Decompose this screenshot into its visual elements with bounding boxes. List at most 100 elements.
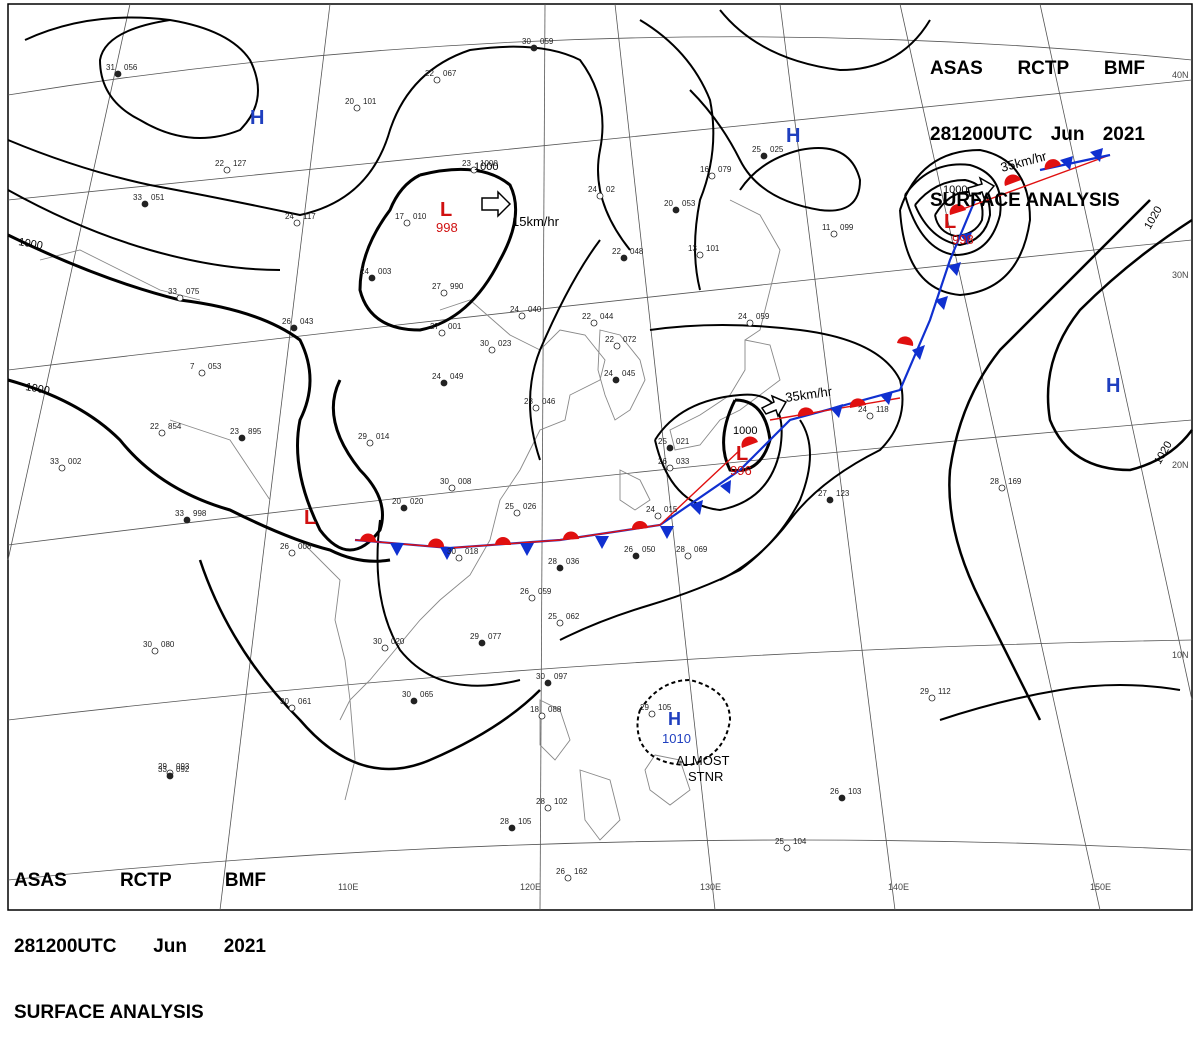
station-pressure: 033 [676,457,690,466]
station-pressure: 123 [836,489,850,498]
station-temp: 30 [373,637,382,646]
header-word: BMF [1103,58,1145,79]
station-plot: 24 059 [738,312,770,327]
station-plot: 25 026 [505,502,537,517]
station-circle [620,254,628,262]
station-temp: 29 [920,687,929,696]
station-pressure: 010 [413,212,427,221]
station-temp: 22 [582,312,591,321]
station-temp: 29 [470,632,479,641]
lon-label: 110E [338,882,358,892]
station-temp: 30 [447,547,456,556]
station-circle [518,312,526,320]
station-pressure: 895 [248,427,262,436]
station-pressure: 097 [554,672,568,681]
station-circle [198,369,206,377]
lat-label: 40N [1172,70,1189,80]
station-pressure: 053 [208,362,222,371]
station-plot: 25 062 [548,612,580,627]
station-pressure: 008 [458,477,472,486]
station-circle [353,104,361,112]
station-circle [176,294,184,302]
station-circle [532,404,540,412]
station-temp: 26 [280,542,289,551]
high-center-value: 1010 [662,731,691,746]
station-pressure: 072 [623,335,637,344]
station-circle [438,329,446,337]
lat-label: 30N [1172,270,1189,280]
station-plot: 24 003 [360,267,392,282]
station-circle [672,206,680,214]
station-plot: 13 101 [688,244,720,259]
station-temp: 18 [530,705,539,714]
station-pressure: 020 [391,637,405,646]
station-circle [400,504,408,512]
station-pressure: 101 [706,244,720,253]
lat-label: 10N [1172,650,1189,660]
motion-arrows [481,176,996,418]
station-temp: 28 [524,397,533,406]
station-plot: 24 045 [604,369,636,384]
station-circle [58,464,66,472]
station-plot: 30 023 [480,339,512,354]
station-circle [746,319,754,327]
station-plot: 26 059 [520,587,552,602]
station-circle [151,647,159,655]
station-plot: 28 105 [500,817,532,832]
station-temp: 24 [604,369,613,378]
header-word: ASAS [14,870,67,891]
station-plot: 30 008 [440,477,472,492]
station-pressure: 112 [938,687,951,696]
station-circle [826,496,834,504]
station-circle [613,342,621,350]
station-circle [866,412,874,420]
station-circle [368,274,376,282]
station-plot: 29 105 [640,703,672,718]
station-temp: 22 [605,335,614,344]
station-pressure: 854 [168,422,182,431]
header-word: 281200UTC [930,124,1033,145]
station-circle [632,552,640,560]
isobar-label: 1000 [24,381,50,397]
station-pressure: 001 [448,322,462,331]
station-pressure: 105 [518,817,532,826]
station-temp: 33 [175,509,184,518]
station-plot: 27 123 [818,489,850,504]
station-temp: 24 [646,505,655,514]
station-plot: 26 033 [658,457,690,472]
station-pressure: 025 [770,145,784,154]
station-plot: 26 103 [830,787,862,802]
station-circle [238,434,246,442]
station-temp: 30 [536,672,545,681]
high-center: H [668,709,681,729]
station-pressure: 990 [450,282,464,291]
station-circle [556,564,564,572]
station-plot: 11 099 [822,223,854,238]
low-center: L [304,507,316,529]
station-circle [478,639,486,647]
station-pressure: 044 [600,312,614,321]
station-plot: 24 040 [510,305,542,320]
station-pressure: 003 [378,267,392,276]
station-temp: 22 [612,247,621,256]
station-plot: 26 008 [280,542,312,557]
station-pressure: 050 [642,545,656,554]
station-circle [928,694,936,702]
station-circle [666,444,674,452]
station-circle [470,166,478,174]
station-pressure: 059 [756,312,770,321]
station-temp: 26 [624,545,633,554]
station-pressure: 021 [676,437,690,446]
station-pressure: 998 [193,509,207,518]
station-circle [783,844,791,852]
station-plot: 31 056 [106,63,138,78]
station-circle [544,804,552,812]
station-plots: 31 056 20 101 22 067 30 059 23 1000 22 127 33 051 24 11… [50,37,1022,882]
motion-label: 35km/hr [784,383,833,404]
station-plot: 33 075 [168,287,200,302]
station-pressure: 014 [376,432,390,441]
station-circle [166,772,174,780]
station-temp: 29 [158,762,167,771]
station-circle [141,200,149,208]
low-center: L [736,443,748,465]
